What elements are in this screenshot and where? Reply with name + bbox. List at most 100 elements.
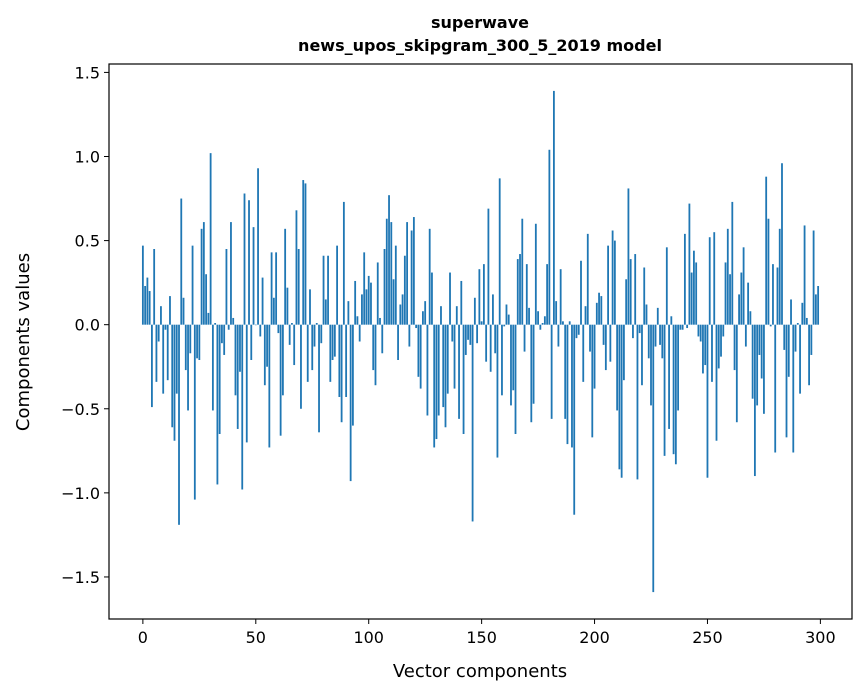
bar-280 xyxy=(774,324,777,453)
bar-4 xyxy=(151,324,153,408)
bar-142 xyxy=(462,324,465,434)
bar-246 xyxy=(697,324,700,337)
bar-97 xyxy=(361,294,363,325)
bar-269 xyxy=(749,311,752,325)
bar-245 xyxy=(695,262,698,325)
bar-113 xyxy=(397,324,399,360)
bar-244 xyxy=(693,250,695,325)
bar-281 xyxy=(776,267,779,325)
bar-193 xyxy=(577,324,580,335)
bar-226 xyxy=(652,324,655,593)
bar-60 xyxy=(277,324,280,334)
y-tick-label: 0.5 xyxy=(75,232,100,251)
bar-105 xyxy=(379,317,381,325)
bar-129 xyxy=(433,324,436,448)
bar-112 xyxy=(394,245,397,325)
bar-134 xyxy=(444,324,447,428)
bar-179 xyxy=(546,264,549,325)
bar-104 xyxy=(376,262,379,325)
bar-187 xyxy=(564,324,567,419)
bar-170 xyxy=(525,264,528,325)
bar-10 xyxy=(164,324,167,330)
bar-271 xyxy=(753,324,756,477)
bar-212 xyxy=(620,324,623,478)
bar-168 xyxy=(521,218,524,325)
bar-213 xyxy=(623,324,625,381)
bar-202 xyxy=(598,292,600,325)
bar-147 xyxy=(473,297,476,325)
bar-154 xyxy=(489,324,492,372)
bar-197 xyxy=(586,233,589,325)
bar-192 xyxy=(575,324,578,339)
bar-101 xyxy=(370,282,372,325)
bar-90 xyxy=(345,324,348,397)
bar-173 xyxy=(532,324,535,404)
bar-153 xyxy=(487,208,490,325)
bar-12 xyxy=(169,296,171,325)
bar-272 xyxy=(756,324,759,406)
bar-73 xyxy=(306,324,309,382)
bar-19 xyxy=(184,324,187,371)
bar-69 xyxy=(297,249,300,325)
bar-88 xyxy=(340,324,343,423)
bar-249 xyxy=(704,324,707,366)
bar-156 xyxy=(494,324,497,354)
bar-33 xyxy=(216,324,219,485)
bar-41 xyxy=(234,324,237,396)
bar-237 xyxy=(677,324,680,411)
bar-29 xyxy=(207,312,210,325)
bar-261 xyxy=(731,201,734,325)
bar-51 xyxy=(257,168,259,325)
bar-175 xyxy=(537,311,539,325)
bar-195 xyxy=(582,324,585,382)
bar-63 xyxy=(284,228,287,325)
bar-99 xyxy=(365,289,368,325)
bar-110 xyxy=(390,222,393,325)
x-tick-label: 0 xyxy=(138,628,148,647)
bar-81 xyxy=(324,299,327,325)
bar-139 xyxy=(455,306,458,325)
bar-161 xyxy=(505,304,508,325)
bar-224 xyxy=(647,324,650,359)
bar-56 xyxy=(268,324,271,448)
bar-15 xyxy=(175,324,178,394)
bar-215 xyxy=(627,188,630,325)
bar-299 xyxy=(817,286,820,325)
bar-149 xyxy=(478,269,481,325)
bar-17 xyxy=(180,198,183,325)
chart-subtitle: news_upos_skipgram_300_5_2019 model xyxy=(298,36,662,55)
bar-145 xyxy=(469,324,472,345)
bar-14 xyxy=(173,324,176,441)
bar-86 xyxy=(336,245,338,325)
bar-93 xyxy=(351,324,354,426)
bar-188 xyxy=(566,324,569,445)
bar-297 xyxy=(812,230,815,325)
bar-61 xyxy=(279,324,282,436)
bar-72 xyxy=(304,183,307,325)
bar-291 xyxy=(799,324,801,394)
bar-232 xyxy=(665,247,668,325)
bar-0 xyxy=(141,245,144,325)
bar-102 xyxy=(372,324,375,371)
x-tick-label: 150 xyxy=(466,628,497,647)
bar-67 xyxy=(293,324,296,366)
bar-27 xyxy=(202,222,205,325)
bar-256 xyxy=(720,324,722,357)
bar-48 xyxy=(250,324,253,360)
bar-84 xyxy=(331,324,334,360)
y-tick-label: −0.5 xyxy=(61,400,100,419)
bar-176 xyxy=(539,324,542,330)
bar-123 xyxy=(419,324,422,389)
bar-164 xyxy=(512,324,515,391)
bars-group xyxy=(141,90,820,593)
bar-282 xyxy=(778,228,781,325)
bar-121 xyxy=(415,324,418,329)
bar-203 xyxy=(600,296,603,325)
bar-241 xyxy=(686,324,689,329)
bar-219 xyxy=(636,324,639,480)
bar-132 xyxy=(440,306,442,325)
bar-151 xyxy=(482,264,485,325)
bar-89 xyxy=(342,201,345,325)
plot-frame xyxy=(108,63,853,620)
bar-211 xyxy=(618,324,621,470)
